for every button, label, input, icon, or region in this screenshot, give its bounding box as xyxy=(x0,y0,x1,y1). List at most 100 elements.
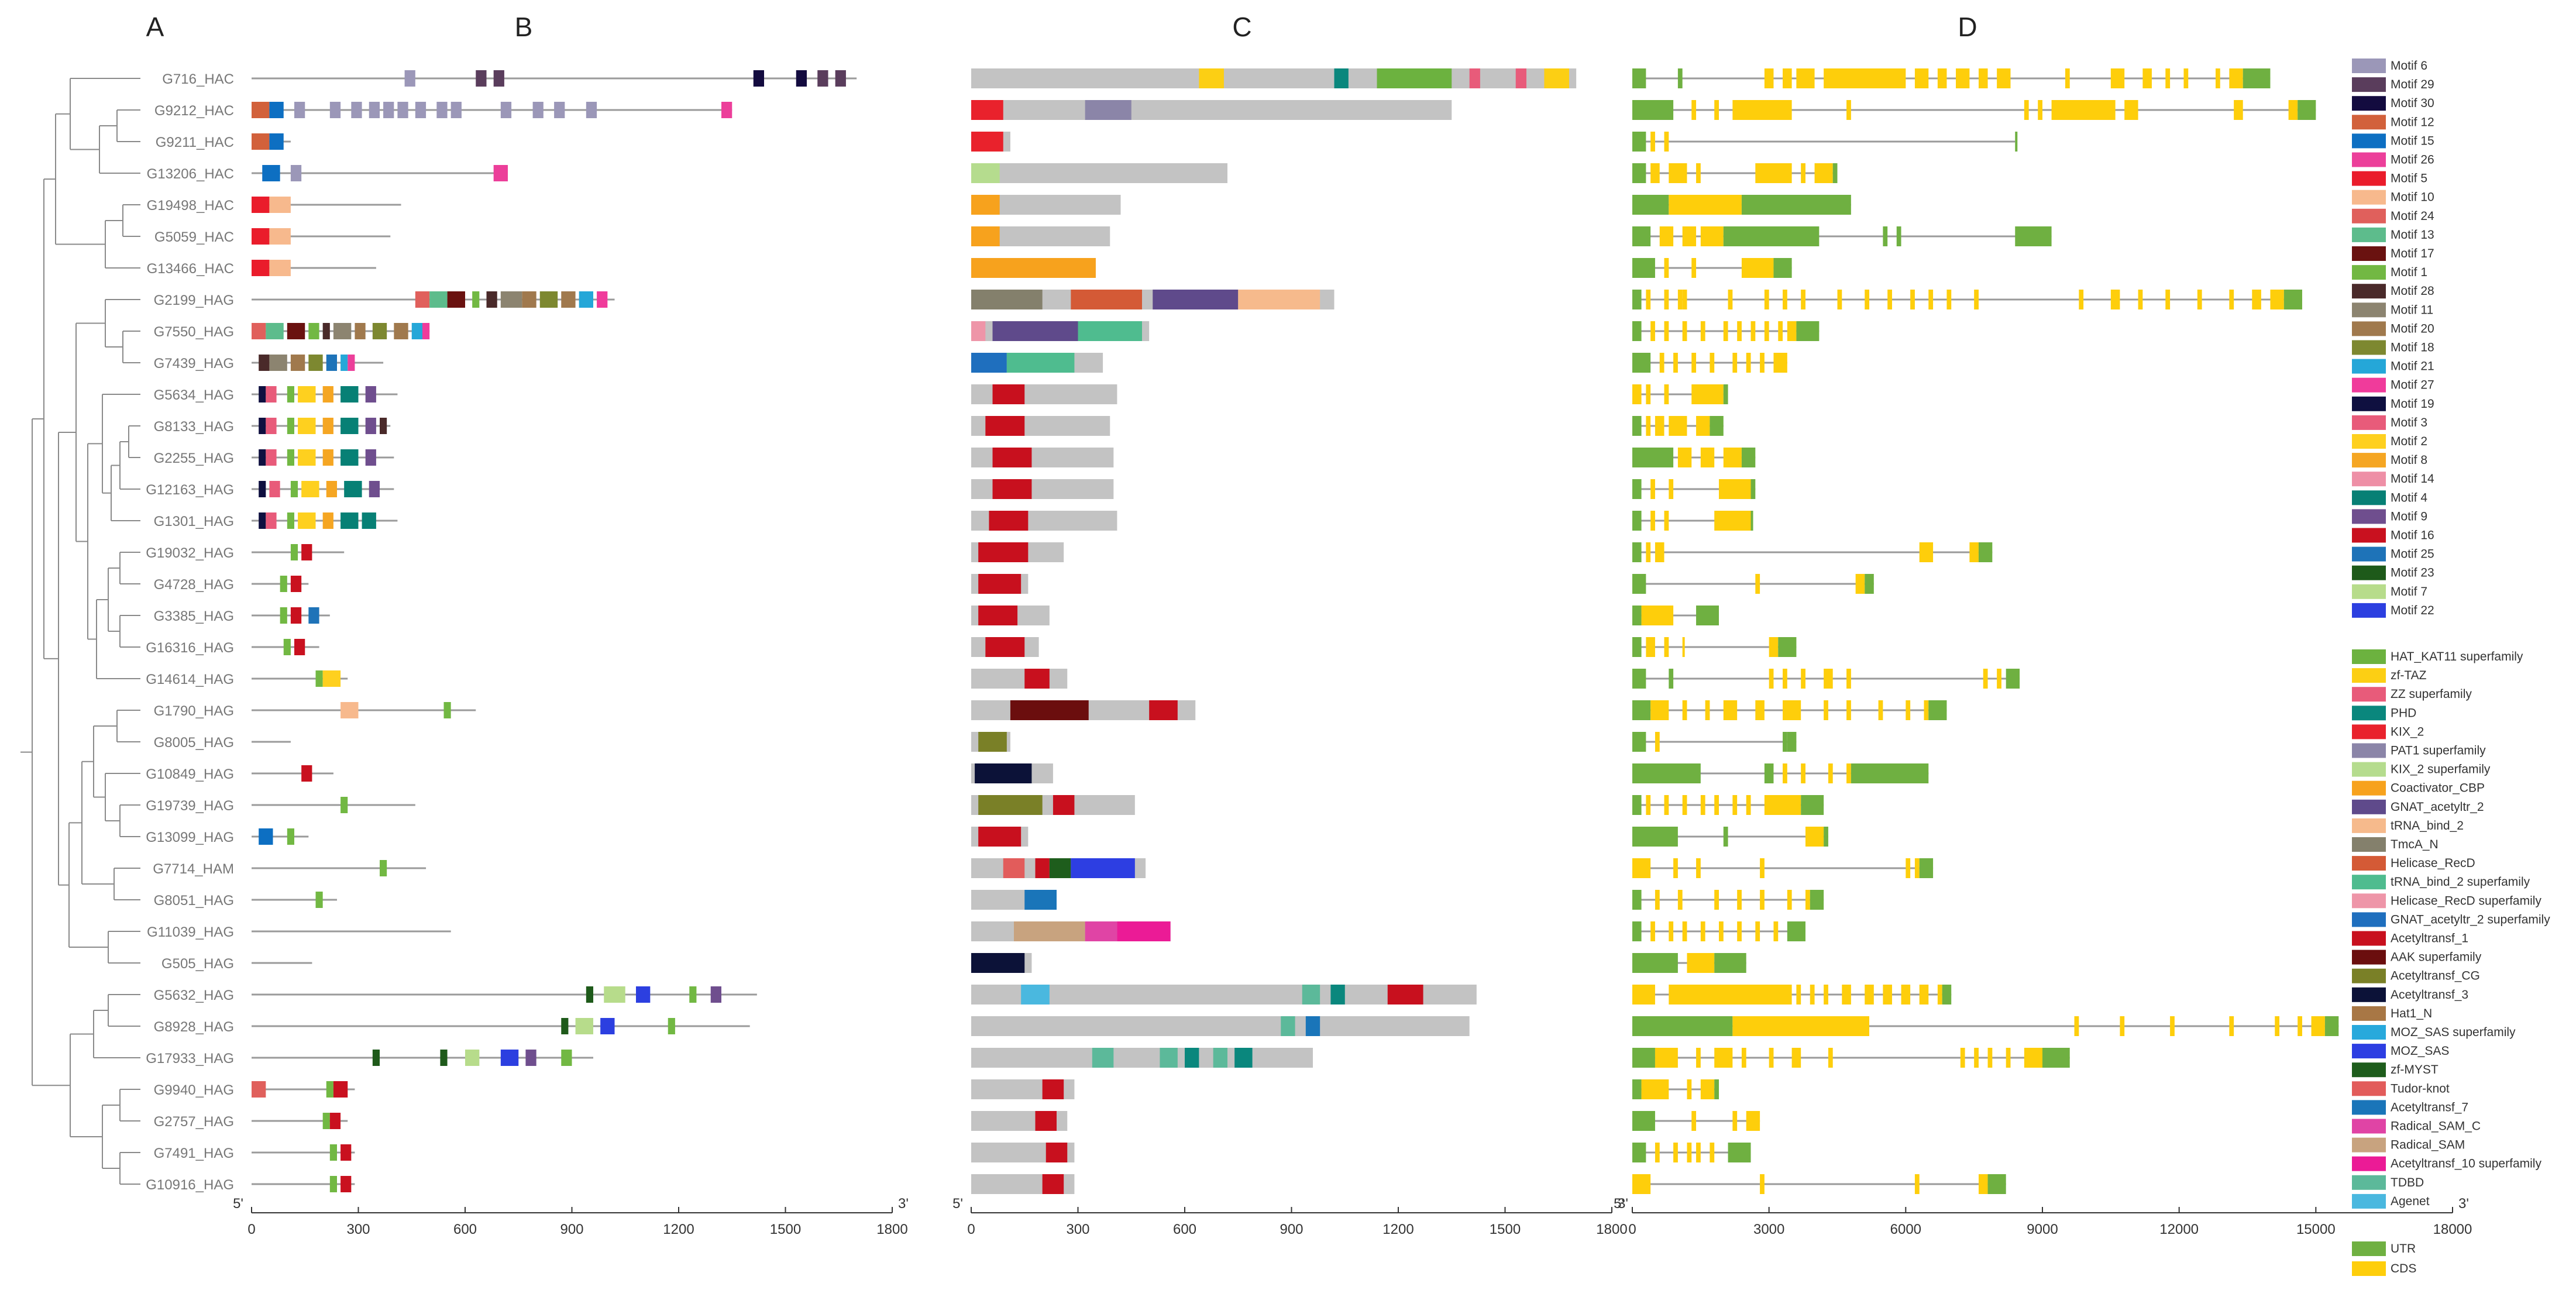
cds-block xyxy=(1664,795,1669,815)
domain-legend-label: ZZ superfamily xyxy=(2391,687,2472,701)
gene-row-g9212-hac xyxy=(1632,100,2316,120)
motif-motif-2 xyxy=(298,386,316,403)
motif-motif-18 xyxy=(539,291,558,308)
cds-block xyxy=(1787,890,1792,910)
cds-block xyxy=(1906,700,1911,720)
domain-legend-trna-bind-2-superfamily: tRNA_bind_2 superfamily xyxy=(2352,875,2530,890)
cds-block xyxy=(1691,384,1724,404)
domain-acetyltransf-1 xyxy=(992,448,1032,467)
gene-label-g8051-hag: G8051_HAG xyxy=(154,893,234,909)
domain-legend-label: PHD xyxy=(2391,706,2416,720)
utr-block xyxy=(1632,763,1701,783)
utr-block xyxy=(2042,1048,2070,1068)
motif-legend-label: Motif 12 xyxy=(2391,115,2434,129)
domain-acetyltransf-1 xyxy=(985,416,1025,436)
cds-block xyxy=(1723,321,1728,341)
utr-block xyxy=(1865,574,1874,594)
domain-acetyltransf-7 xyxy=(1024,890,1057,910)
gene-legend-label: CDS xyxy=(2391,1262,2416,1275)
gene-row-g8005-hag xyxy=(1632,732,1797,752)
cds-block xyxy=(1883,985,1892,1005)
motif-motif-1 xyxy=(287,449,294,466)
domain-legend-acetyltransf-10-superfamily: Acetyltransf_10 superfamily xyxy=(2352,1156,2541,1171)
motif-legend-swatch xyxy=(2352,359,2386,374)
domain-acetyltransf-1 xyxy=(1045,1143,1068,1162)
domain-legend-moz-sas-superfamily: MOZ_SAS superfamily xyxy=(2352,1025,2516,1040)
cds-block xyxy=(1673,353,1678,373)
gene-legend-label: UTR xyxy=(2391,1242,2416,1255)
cds-block xyxy=(1865,985,1874,1005)
cds-block xyxy=(1773,353,1787,373)
domain-row-g9940-hag xyxy=(971,1079,1075,1099)
gene-row-g5059-hac xyxy=(1632,226,2052,246)
motif-legend-label: Motif 21 xyxy=(2391,360,2434,373)
domain-legend-zf-myst: zf-MYST xyxy=(2352,1062,2439,1078)
gene-legend-swatch xyxy=(2352,1261,2386,1276)
gene-row-g5632-hag xyxy=(1632,985,1952,1005)
domain-legend-swatch xyxy=(2352,856,2386,871)
domain-legend-swatch xyxy=(2352,912,2386,927)
cds-block xyxy=(1737,921,1742,941)
motif-legend-motif-18: Motif 18 xyxy=(2352,340,2434,355)
motif-legend-label: Motif 28 xyxy=(2391,284,2434,298)
cds-block xyxy=(1764,68,1774,88)
domain-agenet xyxy=(1021,985,1050,1005)
motif-motif-6 xyxy=(294,102,305,118)
gene-row-g7550-hag xyxy=(1632,321,1820,341)
cds-block xyxy=(1728,290,1733,309)
domain-legend-phd: PHD xyxy=(2352,706,2416,721)
utr-block xyxy=(1796,321,1820,341)
motif-legend-swatch xyxy=(2352,171,2386,186)
motif-row-g13099-hag xyxy=(252,828,309,845)
motif-motif-1 xyxy=(280,607,287,624)
motif-legend-label: Motif 22 xyxy=(2391,604,2434,617)
cds-block xyxy=(1760,1174,1765,1194)
motif-motif-21 xyxy=(341,355,348,371)
motif-legend-swatch xyxy=(2352,415,2386,430)
domain-trna-bind-2 xyxy=(1238,290,1320,309)
domain-legend-label: PAT1 superfamily xyxy=(2391,744,2486,758)
cds-block xyxy=(1914,68,1929,88)
cds-block xyxy=(1723,700,1738,720)
motif-motif-28 xyxy=(322,323,330,339)
utr-block xyxy=(1632,353,1651,373)
cds-block xyxy=(1682,700,1687,720)
domain-acetyltransf-1 xyxy=(978,606,1018,625)
domain-legend-trna-bind-2: tRNA_bind_2 xyxy=(2352,818,2464,833)
gene-row-g13466-hac xyxy=(1632,258,1792,278)
motif-motif-6 xyxy=(450,102,462,118)
motif-motif-7 xyxy=(604,986,625,1003)
axis-tick-label: 0 xyxy=(967,1222,975,1237)
domain-legend-radical-sam: Radical_SAM xyxy=(2352,1137,2465,1153)
motif-motif-19 xyxy=(259,386,266,403)
domain-row-g5059-hac xyxy=(971,226,1110,246)
cds-block xyxy=(1914,1174,1920,1194)
motif-motif-3 xyxy=(266,512,277,529)
motif-motif-26 xyxy=(348,355,355,371)
cds-block xyxy=(2051,100,2116,120)
motif-motif-4 xyxy=(362,512,376,529)
axis-tick-label: 600 xyxy=(1173,1222,1196,1237)
gene-label-g2255-hag: G2255_HAG xyxy=(154,450,234,466)
domain-legend-swatch xyxy=(2352,987,2386,1002)
axis-3prime-label: 3' xyxy=(2458,1196,2469,1212)
gene-row-g505-hag xyxy=(1632,953,1746,973)
domain-acetyltransf-1 xyxy=(992,384,1025,404)
motif-motif-2 xyxy=(298,449,316,466)
utr-block xyxy=(1632,1143,1646,1162)
motif-legend-swatch xyxy=(2352,265,2386,280)
domain-row-g13206-hac xyxy=(971,163,1227,183)
cds-block xyxy=(2183,68,2189,88)
motif-motif-4 xyxy=(344,481,362,497)
domain-row-g505-hag xyxy=(971,953,1032,973)
utr-block xyxy=(1801,795,1824,815)
motif-motif-18 xyxy=(372,323,387,339)
domain-row-g5632-hag xyxy=(971,985,1477,1005)
gene-label-g9212-hac: G9212_HAC xyxy=(154,103,234,119)
domain-acetyltransf-1 xyxy=(978,542,1029,562)
motif-row-g19032-hag xyxy=(252,544,345,560)
motif-motif-1 xyxy=(472,291,480,308)
domain-row-g2199-hag xyxy=(971,290,1335,309)
motif-legend-swatch xyxy=(2352,152,2386,167)
